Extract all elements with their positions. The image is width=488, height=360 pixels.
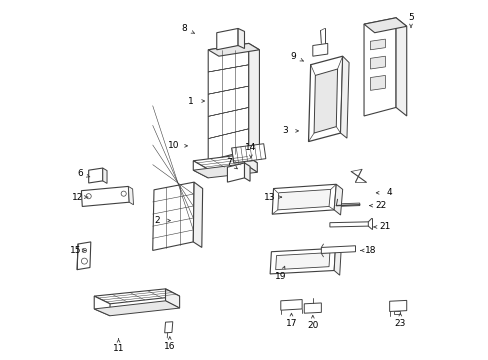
- Text: 20: 20: [306, 321, 318, 330]
- Polygon shape: [269, 248, 335, 274]
- Polygon shape: [94, 289, 179, 304]
- Polygon shape: [333, 248, 340, 275]
- Polygon shape: [277, 189, 330, 210]
- Circle shape: [86, 194, 91, 199]
- Polygon shape: [102, 168, 107, 183]
- Polygon shape: [244, 154, 257, 172]
- Text: 18: 18: [364, 246, 375, 255]
- Text: 6: 6: [77, 169, 83, 178]
- Text: 9: 9: [290, 52, 296, 61]
- Polygon shape: [238, 28, 244, 49]
- Polygon shape: [312, 44, 327, 56]
- Text: 10: 10: [168, 141, 180, 150]
- Polygon shape: [248, 44, 259, 159]
- Text: 21: 21: [379, 222, 390, 231]
- Polygon shape: [231, 144, 265, 163]
- Polygon shape: [208, 44, 259, 56]
- Polygon shape: [164, 322, 172, 333]
- Polygon shape: [165, 289, 179, 308]
- Polygon shape: [216, 28, 238, 50]
- Polygon shape: [88, 168, 102, 183]
- Text: 19: 19: [274, 271, 286, 280]
- Text: 11: 11: [113, 344, 124, 353]
- Polygon shape: [244, 163, 249, 181]
- Text: 8: 8: [182, 24, 187, 33]
- Polygon shape: [321, 246, 355, 253]
- Polygon shape: [389, 300, 406, 311]
- Text: 17: 17: [285, 319, 297, 328]
- Polygon shape: [370, 39, 385, 50]
- Polygon shape: [81, 186, 129, 207]
- Text: 1: 1: [188, 96, 194, 105]
- Text: 16: 16: [163, 342, 175, 351]
- Text: 3: 3: [282, 126, 287, 135]
- Polygon shape: [208, 44, 248, 161]
- Polygon shape: [272, 184, 336, 214]
- Polygon shape: [363, 18, 406, 33]
- Polygon shape: [280, 300, 302, 310]
- Polygon shape: [340, 56, 348, 138]
- Text: 4: 4: [386, 188, 392, 197]
- Polygon shape: [193, 164, 257, 178]
- Polygon shape: [193, 154, 257, 169]
- Polygon shape: [370, 56, 385, 69]
- Text: 7: 7: [226, 158, 232, 167]
- Circle shape: [82, 248, 86, 253]
- Polygon shape: [94, 296, 110, 316]
- Text: 23: 23: [394, 319, 405, 328]
- Polygon shape: [152, 182, 194, 251]
- Polygon shape: [395, 18, 406, 116]
- Polygon shape: [94, 301, 179, 316]
- Polygon shape: [329, 222, 367, 227]
- Polygon shape: [227, 163, 244, 182]
- Polygon shape: [128, 186, 133, 205]
- Text: 12: 12: [72, 193, 83, 202]
- Polygon shape: [313, 69, 337, 133]
- Text: 14: 14: [244, 144, 256, 153]
- Polygon shape: [336, 203, 359, 207]
- Polygon shape: [193, 161, 208, 178]
- Polygon shape: [370, 75, 385, 90]
- Text: 13: 13: [264, 193, 275, 202]
- Text: 22: 22: [375, 201, 386, 210]
- Polygon shape: [77, 242, 91, 270]
- Polygon shape: [363, 18, 395, 116]
- Text: 15: 15: [70, 246, 81, 255]
- Text: 2: 2: [154, 216, 160, 225]
- Circle shape: [121, 191, 126, 196]
- Polygon shape: [393, 311, 400, 315]
- Polygon shape: [193, 182, 202, 247]
- Polygon shape: [333, 184, 342, 215]
- Polygon shape: [304, 303, 321, 313]
- Polygon shape: [308, 56, 342, 141]
- Text: 5: 5: [407, 13, 413, 22]
- Polygon shape: [275, 253, 329, 270]
- Circle shape: [81, 258, 87, 264]
